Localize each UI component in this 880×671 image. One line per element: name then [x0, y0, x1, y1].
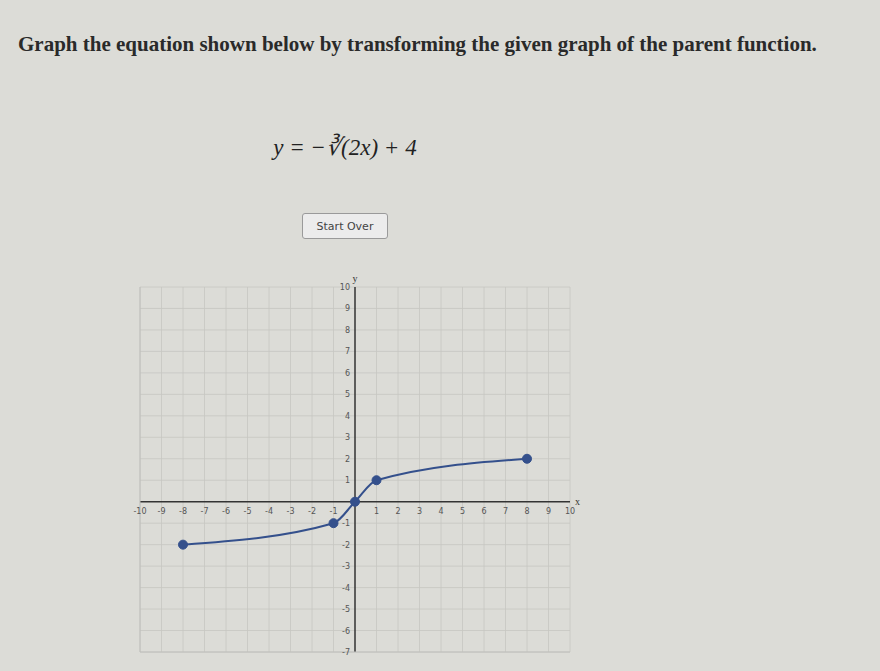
svg-text:8: 8	[524, 507, 529, 516]
svg-text:10: 10	[340, 283, 350, 292]
svg-text:9: 9	[546, 507, 551, 516]
svg-text:-2: -2	[308, 507, 316, 516]
svg-text:-6: -6	[222, 507, 230, 516]
svg-text:-3: -3	[342, 562, 350, 571]
svg-text:9: 9	[345, 304, 350, 313]
svg-text:4: 4	[345, 412, 350, 421]
html-text:y = −∛(2x) + 4: y = −∛(2x) + 4	[273, 135, 417, 160]
svg-text:-1: -1	[330, 507, 338, 516]
svg-text:-1: -1	[342, 519, 350, 528]
svg-text:7: 7	[503, 507, 508, 516]
svg-text:-2: -2	[342, 541, 350, 550]
svg-text:-7: -7	[342, 648, 350, 657]
svg-text:8: 8	[345, 326, 350, 335]
svg-text:1: 1	[345, 476, 350, 485]
svg-text:-5: -5	[342, 605, 350, 614]
svg-text:2: 2	[345, 455, 350, 464]
svg-text:-10: -10	[133, 507, 146, 516]
svg-text:7: 7	[345, 347, 350, 356]
svg-text:5: 5	[345, 390, 350, 399]
svg-text:-4: -4	[342, 584, 350, 593]
svg-text:-5: -5	[244, 507, 252, 516]
svg-text:-4: -4	[265, 507, 273, 516]
html-text:Graph the equation shown below: Graph the equation shown below by transf…	[18, 32, 817, 56]
svg-text:-8: -8	[179, 507, 187, 516]
svg-text:-6: -6	[342, 627, 350, 636]
svg-text:5: 5	[460, 507, 465, 516]
svg-text:y: y	[353, 273, 358, 284]
svg-text:2: 2	[395, 507, 400, 516]
svg-text:x: x	[575, 496, 580, 507]
svg-text:6: 6	[481, 507, 486, 516]
svg-text:-9: -9	[158, 507, 166, 516]
svg-text:4: 4	[438, 507, 443, 516]
svg-text:-7: -7	[201, 507, 209, 516]
svg-text:10: 10	[565, 507, 575, 516]
svg-text:3: 3	[345, 433, 350, 442]
svg-text:3: 3	[417, 507, 422, 516]
svg-text:6: 6	[345, 369, 350, 378]
svg-text:1: 1	[374, 507, 379, 516]
svg-text:-3: -3	[287, 507, 295, 516]
html-text:Start Over: Start Over	[316, 219, 374, 233]
